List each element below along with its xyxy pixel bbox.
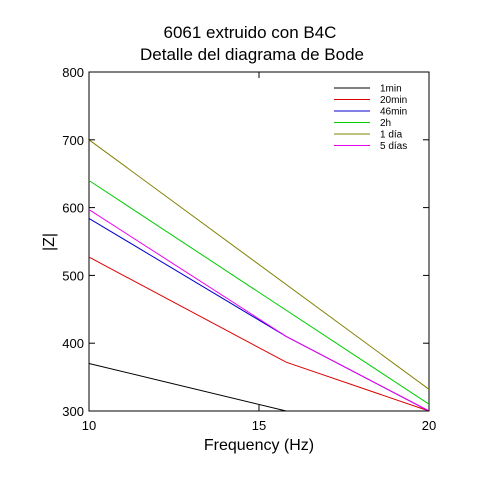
y-tick-label: 400	[62, 336, 84, 351]
legend-label-1: 1min	[380, 84, 402, 95]
chart-subtitle: Detalle del diagrama de Bode	[140, 45, 364, 64]
series-line-1	[88, 363, 287, 412]
legend-label-4: 2h	[380, 118, 391, 129]
y-tick-label: 300	[62, 404, 84, 419]
series-line-3	[88, 217, 430, 412]
y-tick-label: 600	[62, 201, 84, 216]
series-line-4	[88, 180, 430, 405]
legend-label-6: 5 días	[380, 141, 407, 152]
series-line-5	[88, 139, 430, 390]
legend-label-5: 1 día	[380, 130, 403, 141]
series-line-2	[88, 256, 430, 412]
y-tick-label: 800	[62, 65, 84, 80]
y-tick-label: 700	[62, 133, 84, 148]
series-line-6	[88, 209, 430, 412]
chart-title: 6061 extruido con B4C	[164, 23, 337, 42]
x-tick-label: 10	[82, 418, 96, 433]
plot-area-frame	[88, 71, 430, 412]
x-axis-label: Frequency (Hz)	[204, 437, 314, 454]
ticks-layer: 10 15 20 300 400 500 600 700 800	[62, 65, 436, 433]
legend-label-2: 20min	[380, 95, 407, 106]
series-layer	[88, 139, 430, 412]
y-axis-label: |Z|	[41, 233, 58, 251]
x-tick-label: 20	[422, 418, 436, 433]
x-tick-label: 15	[252, 418, 266, 433]
legend-label-3: 46min	[380, 107, 407, 118]
y-tick-label: 500	[62, 268, 84, 283]
